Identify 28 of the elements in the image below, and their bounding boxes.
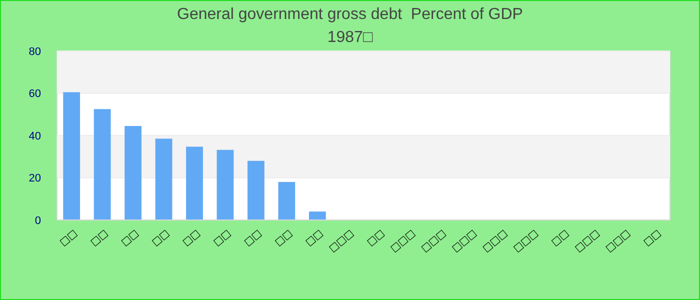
y-tick-label: 20 — [28, 172, 41, 185]
y-tick-label: 80 — [28, 46, 41, 58]
x-tick-label: □□ — [304, 228, 326, 248]
x-tick-label: □□ — [212, 228, 234, 248]
bar — [63, 92, 80, 220]
x-tick-label: □□ — [273, 228, 295, 248]
x-tick-label: □□ — [180, 228, 202, 248]
x-tick-label: □□ — [642, 228, 664, 248]
x-tick-label: □□ — [242, 228, 264, 248]
x-tick-label: □□ — [119, 228, 141, 248]
y-tick-label: 0 — [34, 214, 41, 227]
y-tick-label: 40 — [28, 130, 41, 142]
x-tick-label: □□ — [150, 228, 172, 248]
chart-title: General government gross debt Percent of GDP — [177, 6, 523, 23]
bar — [155, 138, 172, 220]
bar — [278, 182, 296, 220]
chart-subtitle: 1987□ — [327, 29, 373, 46]
x-tick-label: □□ — [550, 228, 572, 248]
bar — [124, 126, 142, 220]
bar — [216, 150, 234, 220]
x-tick-label: □□ — [88, 228, 110, 248]
x-tick-label: □□ — [365, 228, 387, 248]
y-tick-label: 60 — [28, 88, 41, 100]
bar — [248, 160, 264, 220]
x-tick-label: □□ — [58, 228, 80, 248]
bar — [94, 109, 111, 220]
bar — [186, 146, 203, 220]
bar — [308, 212, 326, 220]
